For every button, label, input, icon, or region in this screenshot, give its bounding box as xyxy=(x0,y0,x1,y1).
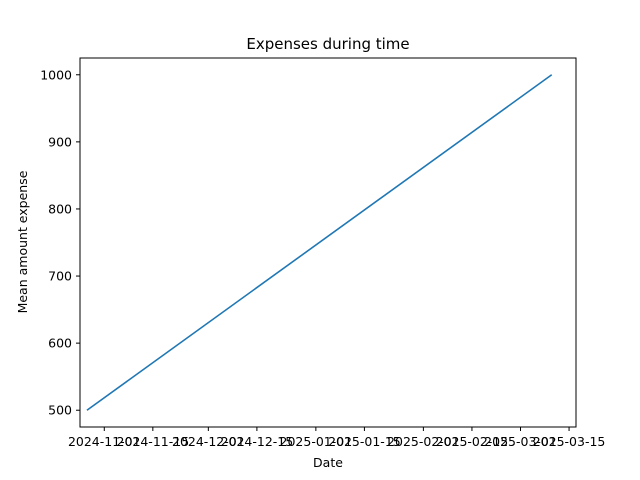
y-axis-title: Mean amount expense xyxy=(15,170,30,313)
x-axis-title: Date xyxy=(313,455,343,470)
x-tick-label: 2024-11-15 xyxy=(117,434,190,449)
y-tick-label: 1000 xyxy=(40,67,72,82)
x-tick-label: 2024-12-15 xyxy=(221,434,294,449)
x-axis-ticks: 2024-11-012024-11-152024-12-012024-12-15… xyxy=(68,427,605,449)
y-axis-ticks: 500 600 700 800 900 1000 xyxy=(40,67,80,418)
x-tick-label: 2025-02-01 xyxy=(387,434,460,449)
series-layer xyxy=(86,74,553,411)
chart-title: Expenses during time xyxy=(246,35,409,53)
x-tick-label: 2024-11-01 xyxy=(68,434,141,449)
x-tick-label: 2025-01-15 xyxy=(328,434,401,449)
x-tick-label: 2024-12-01 xyxy=(172,434,245,449)
y-tick-label: 900 xyxy=(48,134,72,149)
y-tick-label: 700 xyxy=(48,269,72,284)
x-tick-label: 2025-02-15 xyxy=(436,434,509,449)
x-tick-label: 2025-01-01 xyxy=(280,434,353,449)
y-tick-label: 600 xyxy=(48,336,72,351)
x-tick-label: 2025-03-15 xyxy=(533,434,606,449)
y-tick-label: 800 xyxy=(48,201,72,216)
y-tick-label: 500 xyxy=(48,403,72,418)
plot-frame xyxy=(79,57,577,428)
x-tick-label: 2025-03-01 xyxy=(484,434,557,449)
series-line xyxy=(86,74,553,411)
